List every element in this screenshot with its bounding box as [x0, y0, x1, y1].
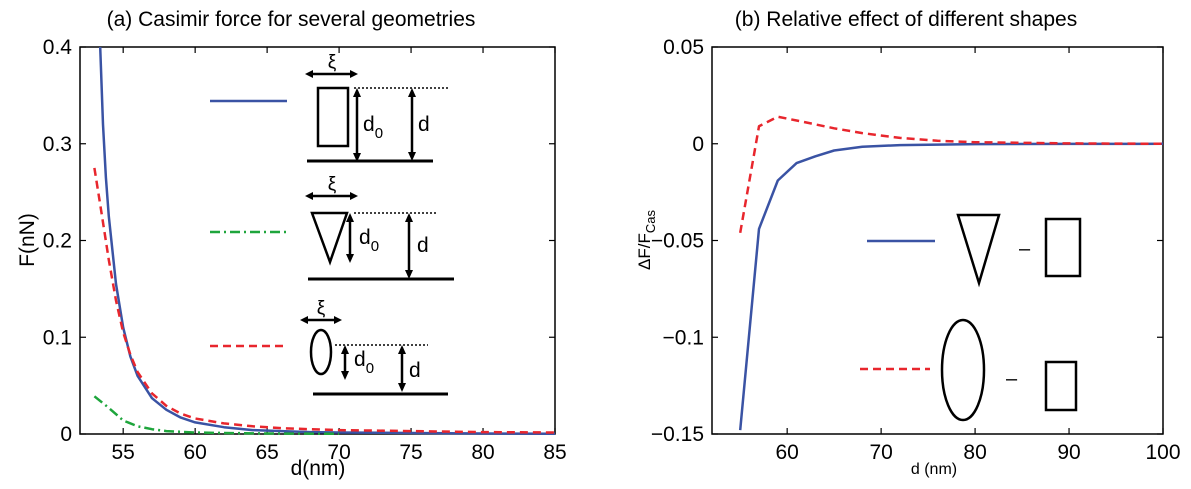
ellipse-geometry-diagram [300, 316, 448, 396]
panel-b-x-tick-label: 90 [1057, 441, 1080, 464]
panel-b-axes-box [711, 46, 1164, 435]
panel-b: (b) Relative effect of different shapes … [635, 8, 1181, 478]
panel-a-title: (a) Casimir force for several geometries [107, 8, 476, 31]
panel-b-y-tick-label: 0.05 [663, 36, 704, 59]
panel-b-ticks: 60 70 80 90 100 0.05 0 −0.05 −0.1 −0.15 [651, 36, 1181, 464]
rectangle-shape-icon-2 [1044, 360, 1078, 412]
panel-b-y-tick-label: 0 [692, 133, 704, 156]
panel-a-x-tick-label: 70 [327, 441, 350, 464]
panel-b-x-tick-label: 80 [963, 441, 986, 464]
panel-b-series-line-0-solid [738, 142, 1164, 431]
d0-label-triangle: d0 [359, 226, 379, 255]
panel-a-series [93, 46, 556, 436]
legend-minus-2: – [1006, 368, 1018, 390]
panel-a-x-tick-label: 55 [112, 441, 135, 464]
d-label-triangle: d [417, 234, 429, 257]
panel-a-y-tick-label: 0.3 [43, 133, 72, 156]
panel-b-title: (b) Relative effect of different shapes [735, 8, 1077, 31]
xi-label-ellipse: ξ [317, 298, 326, 319]
rectangle-shape-icon-1 [1044, 217, 1082, 278]
panel-b-x-tick-label: 100 [1145, 441, 1180, 464]
panel-a-ticks: 55 60 65 70 75 80 85 0 0.1 0.2 0.3 0.4 [43, 36, 567, 464]
panel-b-series-line-1-dashed [738, 115, 1164, 234]
panel-a-legend: ξ d0 d ξ d0 d ξ d0 d [210, 52, 454, 396]
panel-a: (a) Casimir force for several geometries… [16, 8, 567, 480]
panel-b-x-tick-label: 70 [869, 441, 892, 464]
d0-label-rectangle: d0 [363, 113, 383, 142]
panel-a-x-label: d(nm) [291, 457, 346, 480]
d0-label-ellipse: d0 [354, 348, 374, 377]
d-label-ellipse: d [409, 359, 421, 382]
panel-b-series [738, 115, 1164, 431]
panel-b-x-tick-label: 60 [775, 441, 798, 464]
legend-minus-1: – [1019, 238, 1031, 260]
panel-a-y-tick-label: 0.4 [43, 36, 73, 59]
panel-b-y-tick-label: −0.15 [651, 423, 704, 446]
panel-a-y-label: F(nN) [16, 213, 39, 267]
panel-b-y-tick-label: −0.05 [651, 230, 704, 253]
panel-a-y-tick-label: 0.1 [43, 326, 72, 349]
panel-b-legend: – – [860, 213, 1082, 422]
ellipse-shape-icon [940, 318, 986, 422]
panel-a-x-tick-label: 60 [183, 441, 206, 464]
panel-a-series-line-1-dashdot [93, 395, 340, 436]
triangle-shape-icon [956, 213, 1001, 288]
panel-a-y-tick-label: 0 [60, 423, 72, 446]
panel-b-y-tick-label: −0.1 [663, 326, 704, 349]
panel-a-series-line-0-solid [98, 46, 556, 435]
panel-a-x-tick-label: 85 [543, 441, 566, 464]
rectangle-geometry-diagram [305, 70, 448, 163]
triangle-geometry-diagram [305, 192, 454, 281]
panel-b-y-label: ΔF/FCas [635, 210, 658, 270]
panel-b-x-label: d (nm) [911, 461, 957, 478]
panel-a-x-tick-label: 80 [471, 441, 494, 464]
panel-a-series-line-2-dashed [93, 167, 556, 434]
panel-a-y-tick-label: 0.2 [43, 230, 72, 253]
d-label-rectangle: d [418, 113, 430, 136]
panel-a-x-tick-label: 65 [255, 441, 278, 464]
xi-label-rectangle: ξ [328, 52, 337, 73]
xi-label-triangle: ξ [328, 174, 337, 195]
panel-a-x-tick-label: 75 [399, 441, 422, 464]
